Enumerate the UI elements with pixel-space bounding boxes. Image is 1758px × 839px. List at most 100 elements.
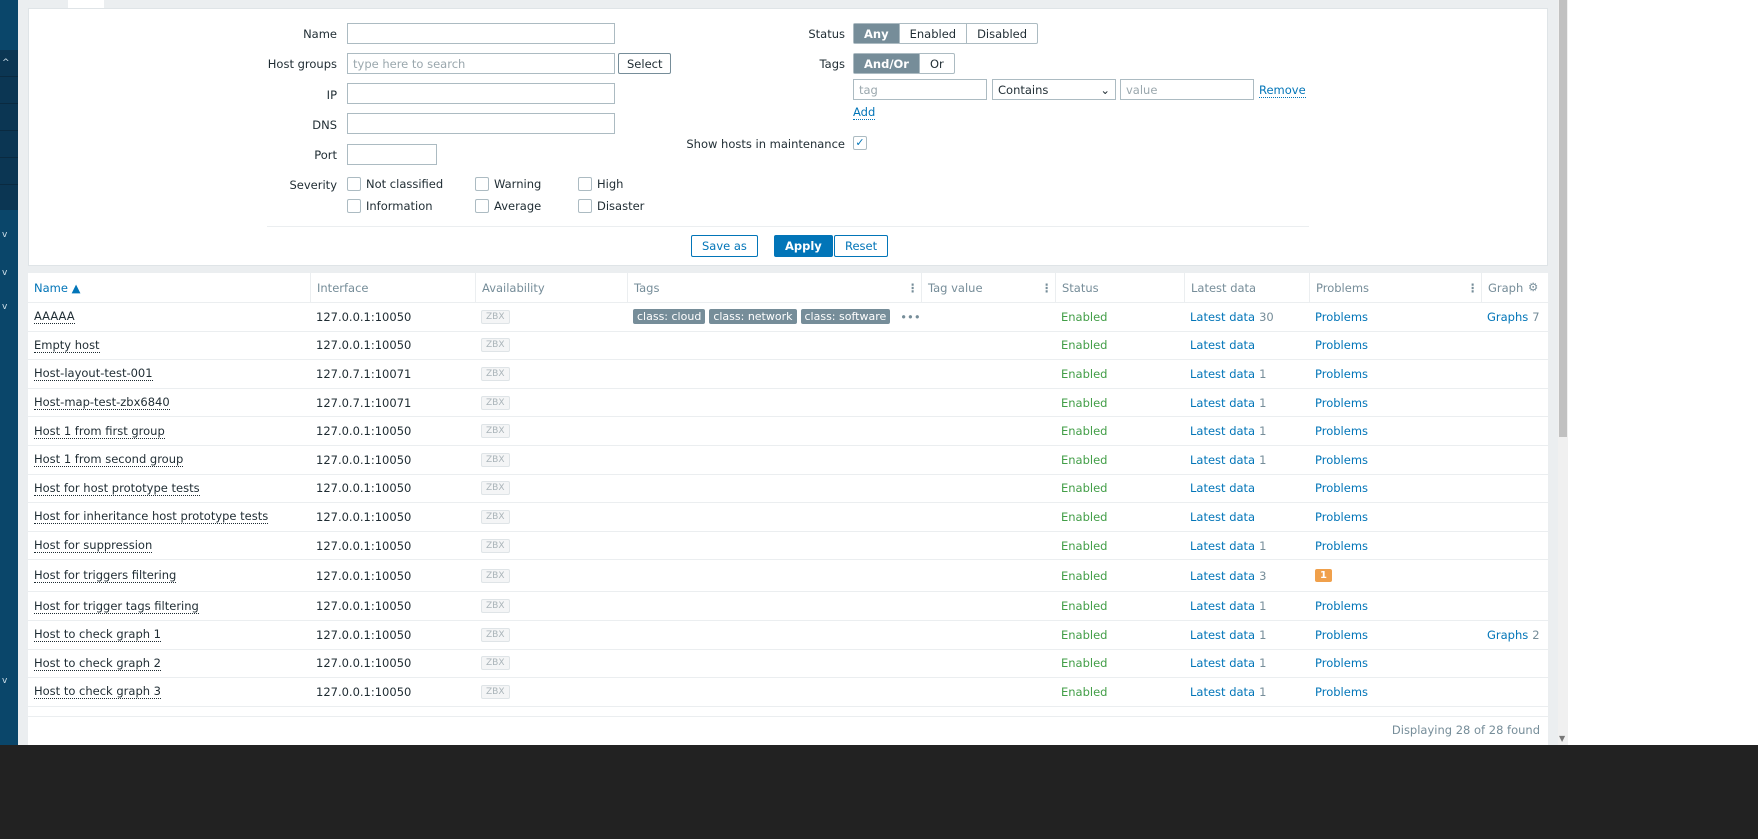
column-header-tag-value[interactable]: Tag value xyxy=(921,273,1055,302)
host-name-link[interactable]: Host to check graph 3 xyxy=(34,684,161,700)
problems-link[interactable]: Problems xyxy=(1315,599,1369,614)
maintenance-checkbox[interactable]: ✓ xyxy=(853,136,867,150)
problems-link[interactable]: Problems xyxy=(1315,366,1369,381)
select-button[interactable]: Select xyxy=(618,53,672,74)
chevron-down-icon[interactable]: v xyxy=(2,230,8,240)
host-name-link[interactable]: Host for inheritance host prototype test… xyxy=(34,509,269,525)
column-header-graph[interactable]: Graph xyxy=(1481,273,1523,302)
status-enabled[interactable]: Enabled xyxy=(1061,568,1108,583)
problems-link[interactable]: Problems xyxy=(1315,452,1369,467)
host-name-link[interactable]: Empty host xyxy=(34,337,100,353)
problems-link[interactable]: Problems xyxy=(1315,338,1369,353)
status-enabled[interactable]: Enabled xyxy=(1061,656,1108,671)
status-enabled[interactable]: Enabled xyxy=(1061,424,1108,439)
host-name-link[interactable]: Host for triggers filtering xyxy=(34,568,177,584)
severity-not-classified-checkbox[interactable]: Not classified xyxy=(347,177,443,191)
latest-data-link[interactable]: Latest data xyxy=(1190,538,1256,553)
problems-link[interactable]: Problems xyxy=(1315,538,1369,553)
problems-link[interactable]: Problems xyxy=(1315,656,1369,671)
remove-tag-link[interactable]: Remove xyxy=(1259,83,1306,98)
dns-input[interactable] xyxy=(347,113,615,134)
scroll-down-icon[interactable]: ▼ xyxy=(1559,734,1566,743)
problems-link[interactable]: Problems xyxy=(1315,424,1369,439)
status-enabled[interactable]: Enabled xyxy=(898,24,966,43)
tag-operator-select[interactable]: Contains ⌄ xyxy=(992,79,1116,100)
tag-value-input[interactable]: value xyxy=(1120,79,1254,100)
problems-link[interactable]: Problems xyxy=(1315,481,1369,496)
host-name-link[interactable]: Host for host prototype tests xyxy=(34,480,200,496)
tags-or[interactable]: Or xyxy=(918,54,954,73)
ip-input[interactable] xyxy=(347,83,615,104)
column-settings-icon[interactable]: ⚙ xyxy=(1528,280,1539,294)
save-as-button[interactable]: Save as xyxy=(691,235,758,257)
status-enabled[interactable]: Enabled xyxy=(1061,309,1108,324)
problem-count-badge[interactable]: 1 xyxy=(1315,569,1332,583)
latest-data-link[interactable]: Latest data xyxy=(1190,338,1256,353)
filter-tab[interactable] xyxy=(68,0,104,9)
status-enabled[interactable]: Enabled xyxy=(1061,395,1108,410)
host-name-link[interactable]: Host for suppression xyxy=(34,538,153,554)
latest-data-link[interactable]: Latest data xyxy=(1190,424,1256,439)
status-any[interactable]: Any xyxy=(854,24,899,43)
apply-button[interactable]: Apply xyxy=(774,235,833,257)
tags-and-or[interactable]: And/Or xyxy=(854,54,919,73)
more-tags-icon[interactable]: ••• xyxy=(900,309,921,324)
chevron-down-icon[interactable]: v xyxy=(2,268,8,278)
host-name-link[interactable]: Host-map-test-zbx6840 xyxy=(34,395,170,411)
host-name-link[interactable]: Host to check graph 2 xyxy=(34,655,161,671)
latest-data-link[interactable]: Latest data xyxy=(1190,627,1256,642)
status-enabled[interactable]: Enabled xyxy=(1061,627,1108,642)
host-name-link[interactable]: Host 1 from first group xyxy=(34,423,165,439)
host-name-link[interactable]: Host to check graph 1 xyxy=(34,627,161,643)
column-header-problems[interactable]: Problems xyxy=(1309,273,1481,302)
problems-link[interactable]: Problems xyxy=(1315,395,1369,410)
column-header-status[interactable]: Status xyxy=(1055,273,1184,302)
reset-button[interactable]: Reset xyxy=(834,235,889,257)
column-menu-icon[interactable]: ⋮ xyxy=(1041,281,1053,295)
tag-badge[interactable]: class: network xyxy=(709,309,797,325)
column-menu-icon[interactable]: ⋮ xyxy=(1467,281,1479,295)
host-name-link[interactable]: AAAAA xyxy=(34,309,75,325)
latest-data-link[interactable]: Latest data xyxy=(1190,366,1256,381)
chevron-up-icon[interactable]: ^ xyxy=(2,58,10,68)
severity-disaster-checkbox[interactable]: Disaster xyxy=(578,199,644,213)
problems-link[interactable]: Problems xyxy=(1315,509,1369,524)
host-name-link[interactable]: Host 1 from second group xyxy=(34,452,184,468)
status-enabled[interactable]: Enabled xyxy=(1061,684,1108,699)
problems-link[interactable]: Problems xyxy=(1315,627,1369,642)
graphs-link[interactable]: Graphs xyxy=(1487,627,1529,642)
latest-data-link[interactable]: Latest data xyxy=(1190,309,1256,324)
host-name-link[interactable]: Host for trigger tags filtering xyxy=(34,598,199,614)
severity-warning-checkbox[interactable]: Warning xyxy=(475,177,541,191)
column-menu-icon[interactable]: ⋮ xyxy=(907,281,919,295)
severity-high-checkbox[interactable]: High xyxy=(578,177,623,191)
latest-data-link[interactable]: Latest data xyxy=(1190,395,1256,410)
severity-information-checkbox[interactable]: Information xyxy=(347,199,433,213)
latest-data-link[interactable]: Latest data xyxy=(1190,481,1256,496)
latest-data-link[interactable]: Latest data xyxy=(1190,509,1256,524)
column-header-name[interactable]: Name ▲ xyxy=(34,280,81,295)
scrollbar-thumb[interactable] xyxy=(1559,0,1567,437)
graphs-link[interactable]: Graphs xyxy=(1487,309,1529,324)
status-enabled[interactable]: Enabled xyxy=(1061,452,1108,467)
column-header-interface[interactable]: Interface xyxy=(310,273,475,302)
status-enabled[interactable]: Enabled xyxy=(1061,538,1108,553)
status-enabled[interactable]: Enabled xyxy=(1061,509,1108,524)
chevron-down-icon[interactable]: v xyxy=(2,676,8,686)
column-header-tags[interactable]: Tags xyxy=(627,273,921,302)
add-tag-link[interactable]: Add xyxy=(853,105,876,120)
latest-data-link[interactable]: Latest data xyxy=(1190,684,1256,699)
problems-link[interactable]: Problems xyxy=(1315,309,1369,324)
tag-badge[interactable]: class: cloud xyxy=(633,309,706,325)
status-enabled[interactable]: Enabled xyxy=(1061,338,1108,353)
latest-data-link[interactable]: Latest data xyxy=(1190,568,1256,583)
latest-data-link[interactable]: Latest data xyxy=(1190,599,1256,614)
problems-link[interactable]: Problems xyxy=(1315,684,1369,699)
status-disabled[interactable]: Disabled xyxy=(966,24,1037,43)
latest-data-link[interactable]: Latest data xyxy=(1190,656,1256,671)
name-input[interactable] xyxy=(347,23,615,44)
tag-input[interactable]: tag xyxy=(853,79,987,100)
column-header-latest-data[interactable]: Latest data xyxy=(1184,273,1309,302)
latest-data-link[interactable]: Latest data xyxy=(1190,452,1256,467)
severity-average-checkbox[interactable]: Average xyxy=(475,199,541,213)
